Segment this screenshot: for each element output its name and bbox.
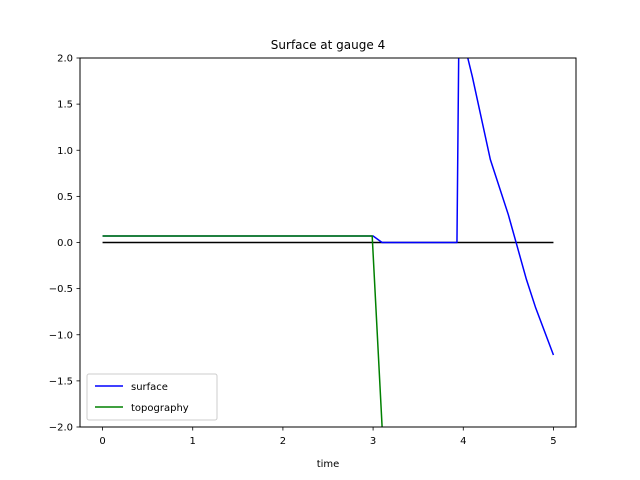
- y-tick-label: 0.5: [57, 192, 73, 203]
- x-axis-label: time: [317, 459, 340, 470]
- y-tick-label: −1.5: [49, 376, 73, 387]
- x-tick-label: 0: [99, 436, 105, 447]
- y-tick-label: −0.5: [49, 284, 73, 295]
- y-tick-label: 0.0: [57, 238, 73, 249]
- y-tick-label: −2.0: [49, 423, 73, 434]
- legend: surface topography: [86, 373, 218, 421]
- series-line-topography: [102, 235, 383, 427]
- y-tick-label: 1.0: [57, 146, 73, 157]
- x-tick-label: 2: [280, 436, 286, 447]
- series-line-surface: [102, 58, 555, 356]
- x-tick-label: 4: [460, 436, 466, 447]
- legend-label-topography: topography: [131, 403, 189, 414]
- x-tick-label: 3: [370, 436, 376, 447]
- x-axis: 0 1 2 3 4 5: [99, 427, 557, 447]
- chart-title: Surface at gauge 4: [271, 38, 385, 52]
- y-axis: −2.0 −1.5 −1.0 −0.5 0.0 0.5 1.0 1.5 2.0: [49, 54, 80, 434]
- x-tick-label: 5: [550, 436, 556, 447]
- series-layer: [102, 58, 555, 427]
- x-tick-label: 1: [190, 436, 196, 447]
- y-tick-label: −1.0: [49, 330, 73, 341]
- y-tick-label: 1.5: [57, 100, 73, 111]
- y-tick-label: 2.0: [57, 54, 73, 65]
- legend-label-surface: surface: [131, 382, 168, 393]
